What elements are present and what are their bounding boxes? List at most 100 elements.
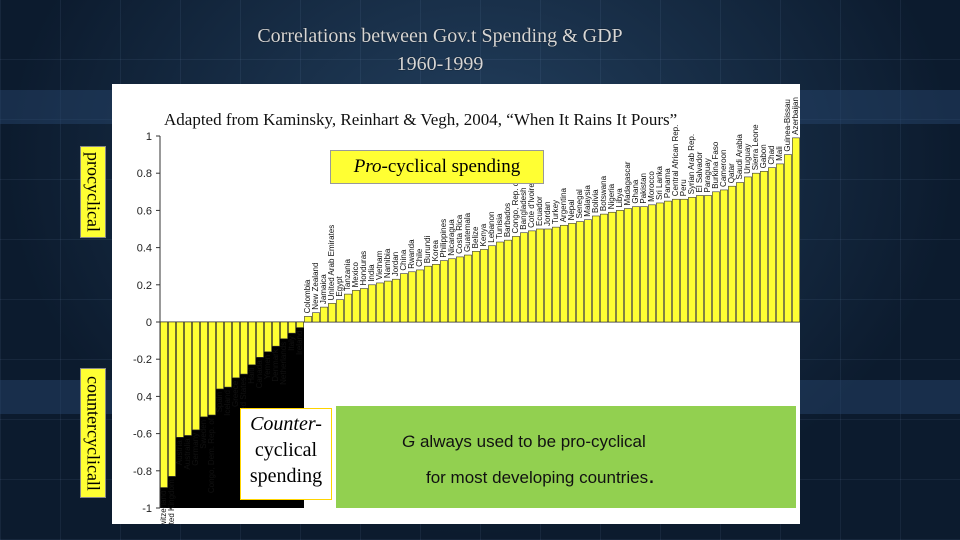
category-label: Rwanda <box>407 239 416 269</box>
bar <box>552 226 560 323</box>
category-label: Nepal <box>567 199 576 220</box>
bar <box>288 321 296 334</box>
y-tick-label: 0.4 <box>137 243 152 255</box>
category-label: Pakistan <box>639 173 648 204</box>
bar <box>352 290 360 323</box>
bar <box>744 176 752 323</box>
category-label: Peru <box>679 179 688 196</box>
y-tick-label: 0.6 <box>137 205 152 217</box>
bar <box>512 236 520 323</box>
y-tick-label: -0.8 <box>133 466 152 478</box>
bar <box>272 321 280 347</box>
category-label: Bolivia <box>591 189 600 213</box>
category-label: Haiti <box>247 368 256 384</box>
category-label: Senegal <box>575 189 584 219</box>
category-label: Sierra Leone <box>751 124 760 170</box>
countercyclical-label-text: countercyclicall <box>83 375 104 491</box>
category-label: Egypt <box>335 275 344 296</box>
bar <box>336 299 344 323</box>
category-label: Chile <box>415 248 424 267</box>
bar <box>648 204 656 323</box>
category-label: New Zealand <box>311 263 320 310</box>
conclusion-line1: G always used to be pro-cyclical <box>402 432 646 452</box>
category-label: Botswana <box>599 175 608 211</box>
bar <box>728 185 736 323</box>
category-label: El Salvador <box>695 151 704 192</box>
bar <box>296 321 304 328</box>
category-label: Philippines <box>439 219 448 258</box>
bar <box>784 154 792 323</box>
conclusion-dot: . <box>648 462 655 489</box>
category-label: Denmark <box>271 348 280 381</box>
category-label: Lebanon <box>487 212 496 243</box>
procyclical-callout-text: -cyclical spending <box>381 156 521 177</box>
category-label: Syrian Arab Rep. <box>687 134 696 194</box>
bar <box>248 321 256 366</box>
category-label: Nicaragua <box>447 219 456 256</box>
y-tick-label: -0.2 <box>133 354 152 366</box>
category-label: Guatemala <box>463 212 472 252</box>
category-label: Jordan <box>391 252 400 276</box>
bar <box>376 282 384 323</box>
bar <box>440 260 448 323</box>
category-label: Malaysia <box>583 185 592 217</box>
bar <box>184 321 192 436</box>
bar <box>592 215 600 323</box>
category-label: United States <box>239 377 248 425</box>
conclusion-g: G <box>402 432 416 451</box>
category-label: Canada <box>255 360 264 389</box>
category-label: Costa Rica <box>455 214 464 254</box>
bar <box>600 213 608 323</box>
category-label: Barbados <box>503 203 512 237</box>
category-label: Bangladesh <box>519 187 528 229</box>
category-label: Jordan <box>543 202 552 226</box>
bar <box>560 224 568 323</box>
bar <box>344 293 352 323</box>
bar <box>200 321 208 418</box>
category-label: Guinea-Bissau <box>783 99 792 151</box>
category-label: Morocco <box>647 171 656 202</box>
category-label: Iceland <box>223 390 232 416</box>
bar <box>624 208 632 323</box>
category-label: Azerbaijan <box>791 97 800 135</box>
bar <box>368 284 376 323</box>
category-label: Nigeria <box>607 183 616 209</box>
bar <box>712 191 720 323</box>
slide-title: Correlations between Gov.t Spending & GD… <box>0 22 880 78</box>
category-label: Sweden <box>199 420 208 449</box>
conclusion-line2: for most developing countries. <box>426 464 655 488</box>
category-label: Austria <box>175 440 184 465</box>
category-label: Paraguay <box>703 158 712 192</box>
bar <box>496 241 504 323</box>
bar <box>680 198 688 323</box>
bar <box>416 269 424 323</box>
category-label: Turkey <box>551 200 560 224</box>
bar <box>232 321 240 379</box>
bar-chart: 1 0.8 0.6 0.4 0.2 0 -0.2 0.4 -0.6 -0.8 -1 Switzerla… <box>133 97 800 524</box>
bar <box>792 137 800 323</box>
bar <box>360 288 368 323</box>
bar <box>568 223 576 323</box>
category-label: China <box>399 249 408 270</box>
bar <box>632 206 640 323</box>
category-label: United Kingdom <box>167 479 176 524</box>
bar <box>176 321 184 438</box>
category-label: Ecuador <box>535 196 544 226</box>
counter-callout-line2: cyclical <box>254 439 318 461</box>
source-note: Adapted from Kaminsky, Reinhart & Vegh, … <box>164 110 678 129</box>
procyclical-label: procyclical <box>80 146 106 238</box>
category-label: Central African Rep. <box>671 125 680 197</box>
y-tick-label: 0.4 <box>137 391 152 403</box>
counter-callout-line1: Counter- <box>250 413 322 435</box>
category-label: Tanzania <box>343 259 352 292</box>
bar <box>752 172 760 323</box>
conclusion-box: G always used to be pro-cyclical for mos… <box>336 406 796 508</box>
bar <box>304 316 312 323</box>
bar <box>472 251 480 323</box>
procyclical-label-text: procyclical <box>83 152 104 232</box>
category-label: Jamaica <box>319 274 328 304</box>
bar <box>616 210 624 323</box>
bar <box>216 321 224 390</box>
category-label: Greece <box>231 380 240 407</box>
slide-title-line1: Correlations between Gov.t Spending & GD… <box>257 25 623 47</box>
